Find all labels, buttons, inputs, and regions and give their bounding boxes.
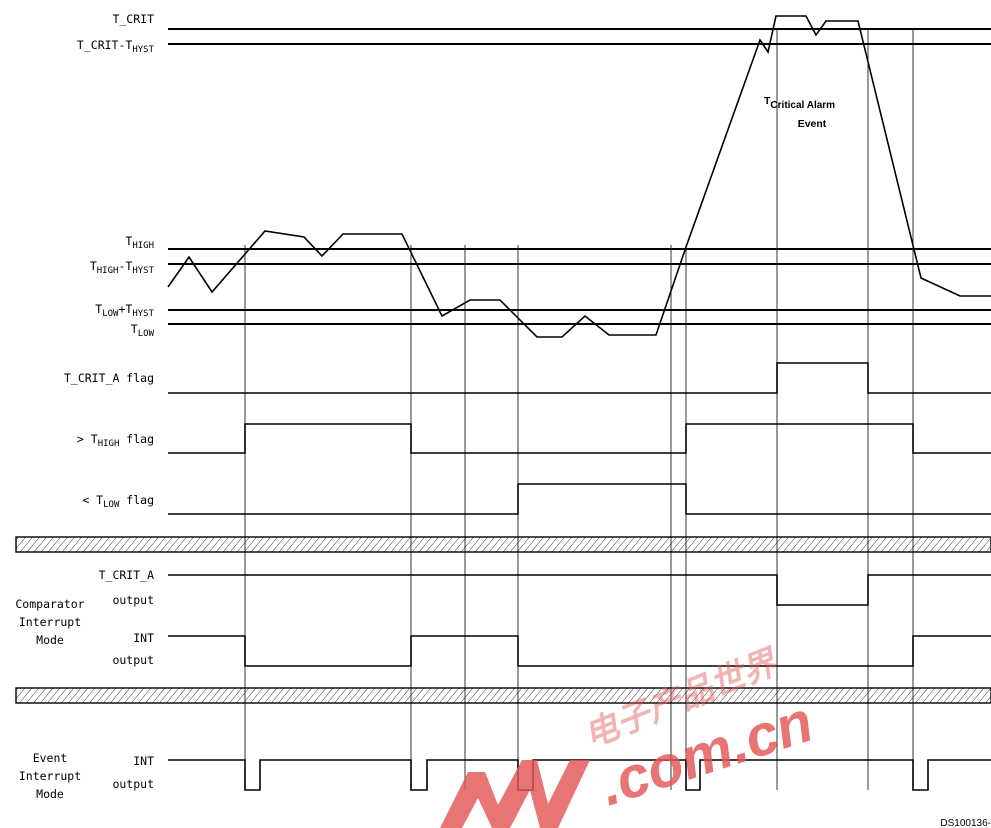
t-high-hyst-label: THIGH-THYST [90,259,155,276]
tcrit-a-output-sublabel: output [112,593,154,607]
flag-waveforms [168,362,991,515]
hatched-separator [15,536,991,553]
critical-alarm-note: TCritical Alarm [764,95,835,111]
event-mode-line3: Mode [36,787,64,801]
comparator-mode-line1: Comparator [15,597,84,611]
tcrit-a-output-label: T_CRIT_A [99,568,154,582]
event-mode-line1: Event [33,751,68,765]
comparator-int-output-label: output [112,653,154,667]
comparator-int-wave [168,635,991,667]
figure-reference: DS100136- [940,818,991,828]
tcrit-a-flag-wave [168,362,991,394]
tcrit-a-flag-label: T_CRIT_A flag [64,371,154,385]
hatched-separator [15,687,991,704]
t-crit-label: T_CRIT [112,12,154,26]
event-int-label: INT [133,754,154,768]
low-flag-label: < TLOW flag [82,493,154,510]
t-crit-hyst-label: T_CRIT-THYST [77,38,155,55]
comparator-waveforms [168,574,991,667]
event-int-output-label: output [112,777,154,791]
threshold-lines [168,28,991,325]
comparator-int-label: INT [133,631,154,645]
comparator-mode-line2: Interrupt [19,615,81,629]
watermark-logo-w [440,760,590,828]
t-high-label: THIGH [125,234,154,251]
event-vertical-lines [244,30,914,790]
low-flag-wave [168,483,991,515]
comparator-mode-line3: Mode [36,633,64,647]
tcrit-a-output-wave [168,574,991,606]
high-flag-wave [168,423,991,454]
temperature-curve [167,15,991,338]
high-flag-label: > THIGH flag [77,432,154,449]
t-low-hyst-label: TLOW+THYST [95,302,154,319]
watermark: .com.cn 电子产品世界 [440,643,820,828]
critical-alarm-event: Event [798,118,827,130]
event-mode-line2: Interrupt [19,769,81,783]
t-low-label: TLOW [131,322,155,339]
